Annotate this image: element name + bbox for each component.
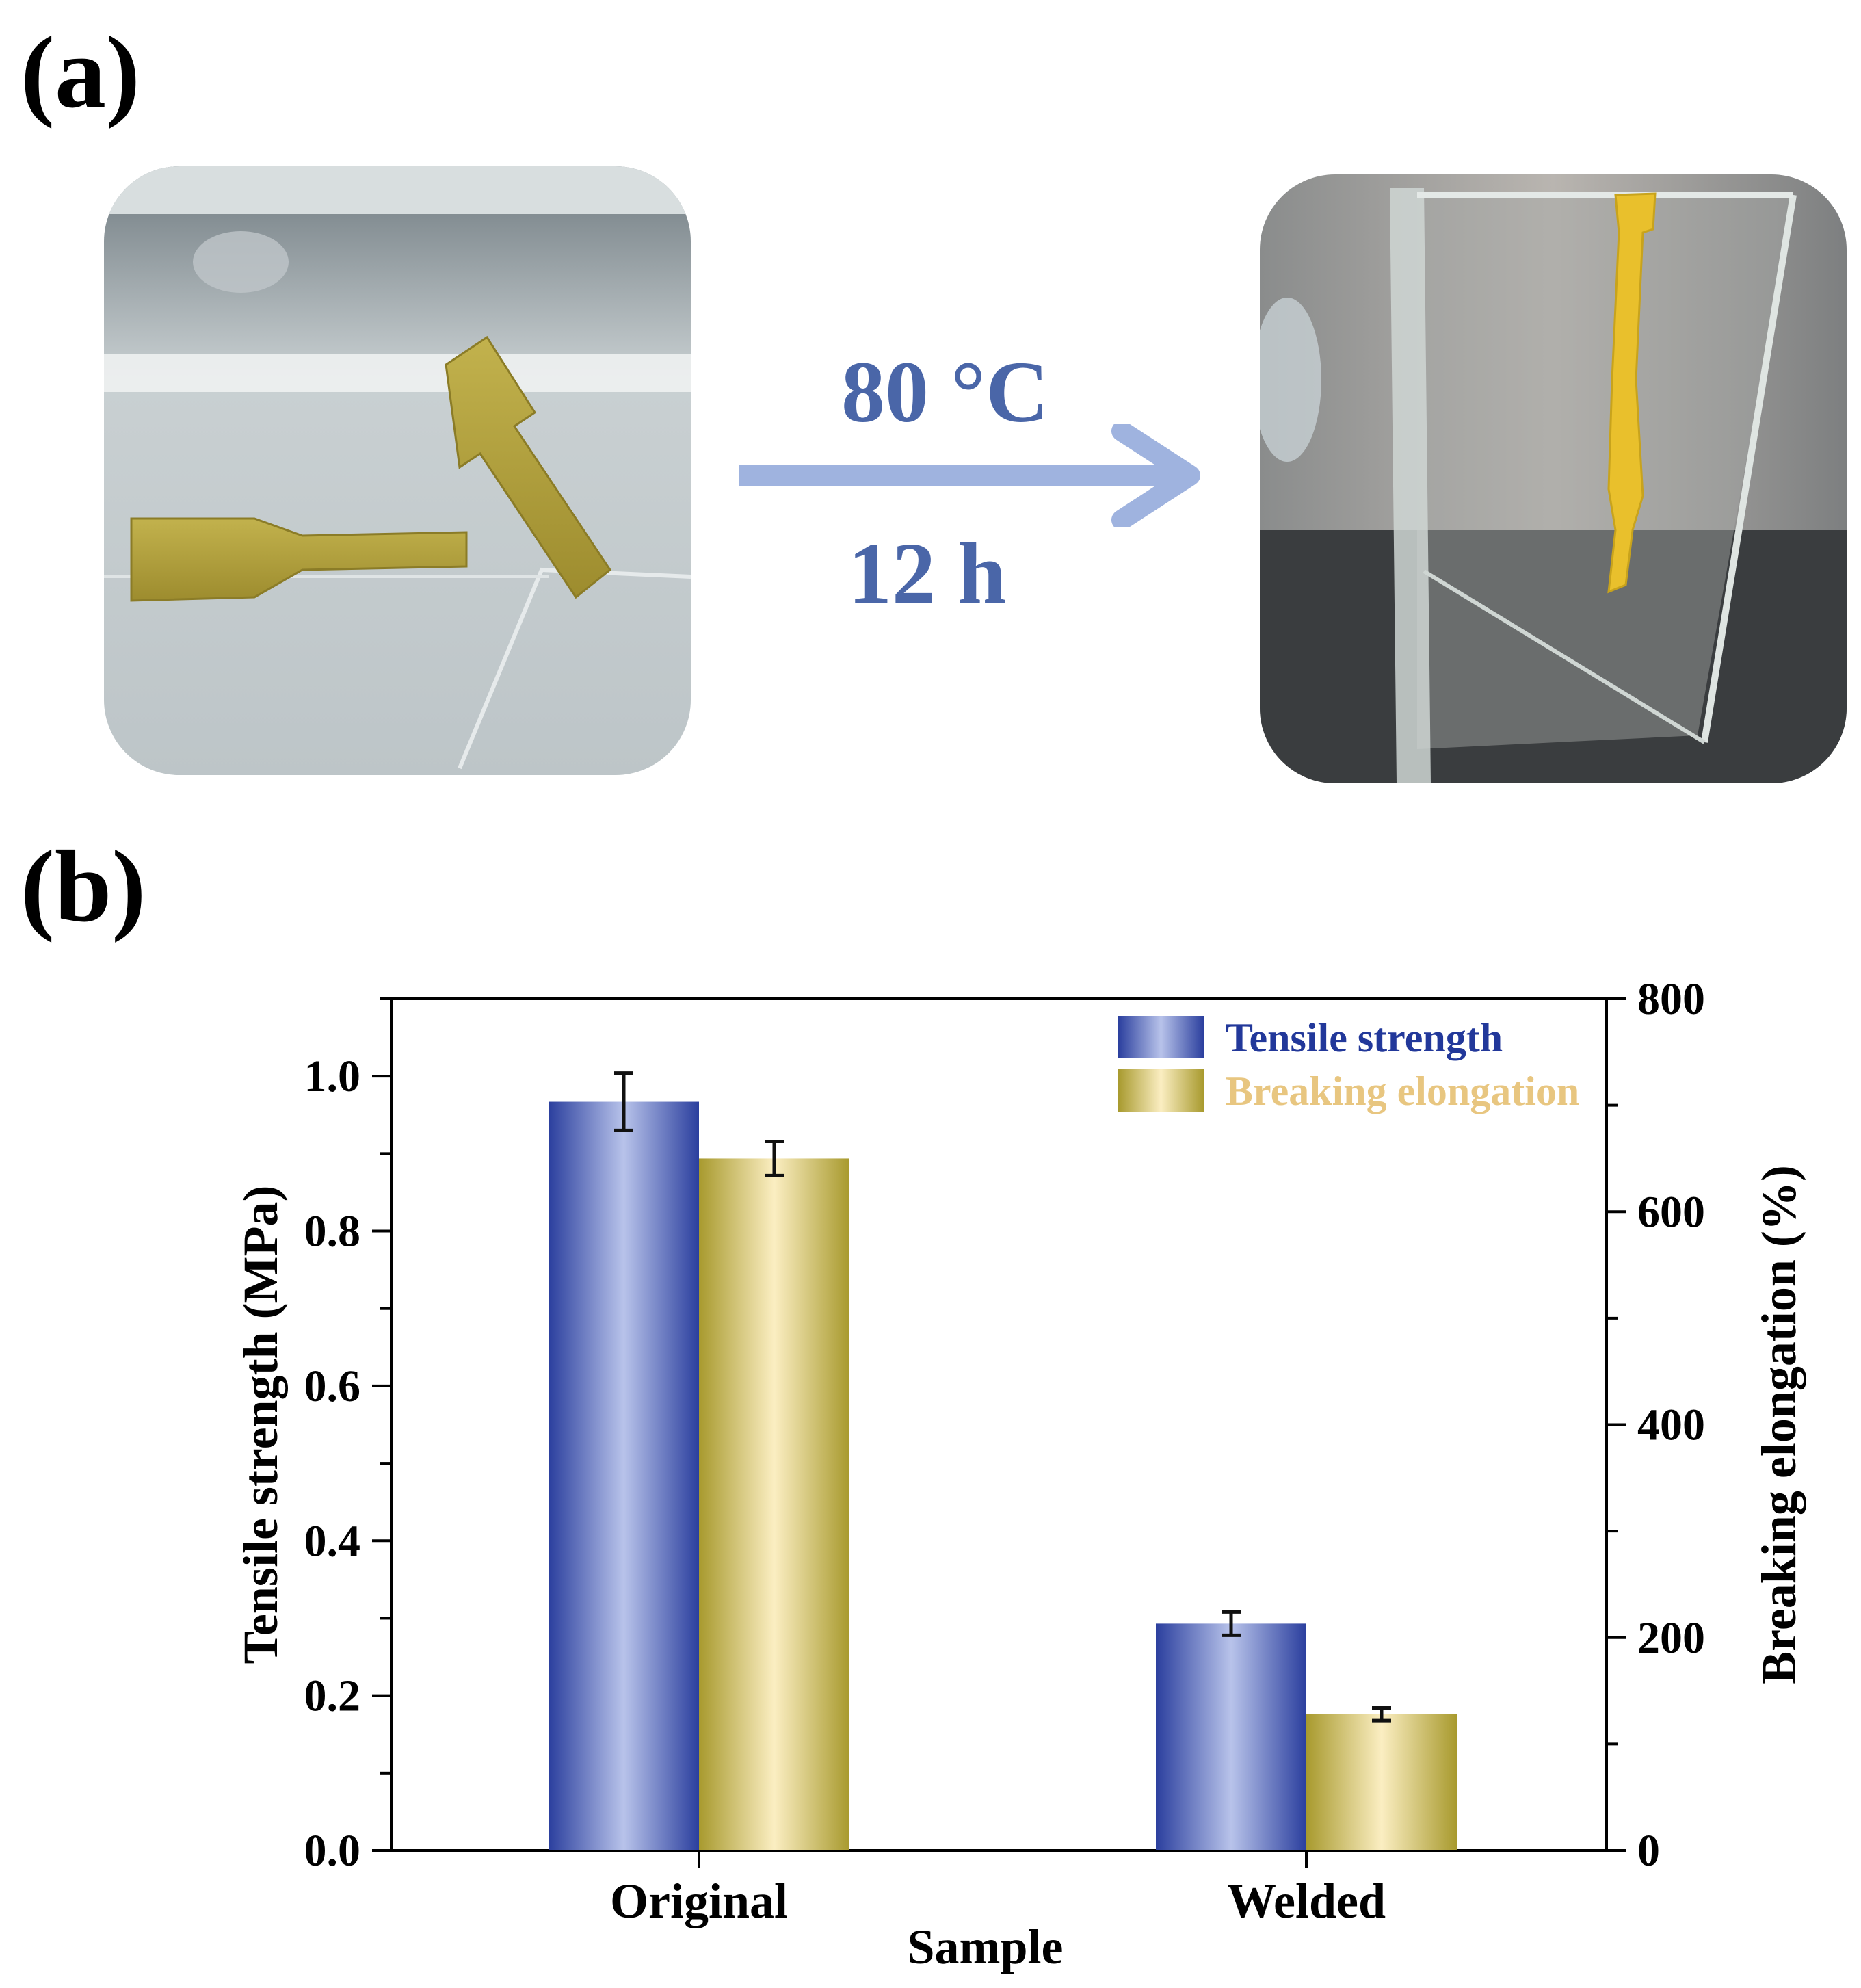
condition-time: 12 h [848,525,1007,622]
bar-chart: 0.0 0.2 0.4 0.6 0.8 1.0 0 200 400 600 800 Original W… [233,974,1806,1974]
x-tick-label: Original [610,1874,788,1928]
bar-elongation-welded [1306,1714,1457,1850]
left-tick-label: 1.0 [304,1051,361,1101]
right-tick-label: 800 [1637,974,1705,1024]
left-tick-label: 0.0 [304,1826,361,1876]
left-tick-label: 0.2 [304,1671,361,1721]
right-tick-label: 600 [1637,1187,1705,1237]
bar-elongation-original [699,1158,849,1850]
photo-welded-specimen [1260,174,1847,783]
x-tick-label: Welded [1227,1874,1386,1928]
x-axis-title: Sample [907,1920,1063,1974]
left-axis-title: Tensile strength (MPa) [233,1186,288,1664]
panel-label-b: (b) [21,830,146,943]
right-tick-label: 200 [1637,1613,1705,1663]
right-arrow-icon [739,424,1200,527]
photo-original-specimens [104,166,691,775]
legend-swatch-tensile [1118,1016,1204,1058]
left-tick-label: 0.6 [304,1361,361,1411]
right-tick-label: 400 [1637,1400,1705,1450]
bar-tensile-welded [1156,1623,1306,1850]
right-axis-title: Breaking elongation (%) [1752,1165,1806,1684]
legend-label-elongation: Breaking elongation [1226,1069,1579,1114]
panel-label-a: (a) [21,16,140,129]
bar-tensile-original [549,1101,699,1850]
legend-swatch-elongation [1118,1069,1204,1112]
legend-label-tensile: Tensile strength [1226,1015,1503,1060]
right-tick-label: 0 [1637,1826,1660,1876]
left-tick-label: 0.8 [304,1207,361,1257]
left-tick-label: 0.4 [304,1516,361,1566]
condition-temperature: 80 °C [841,343,1049,441]
